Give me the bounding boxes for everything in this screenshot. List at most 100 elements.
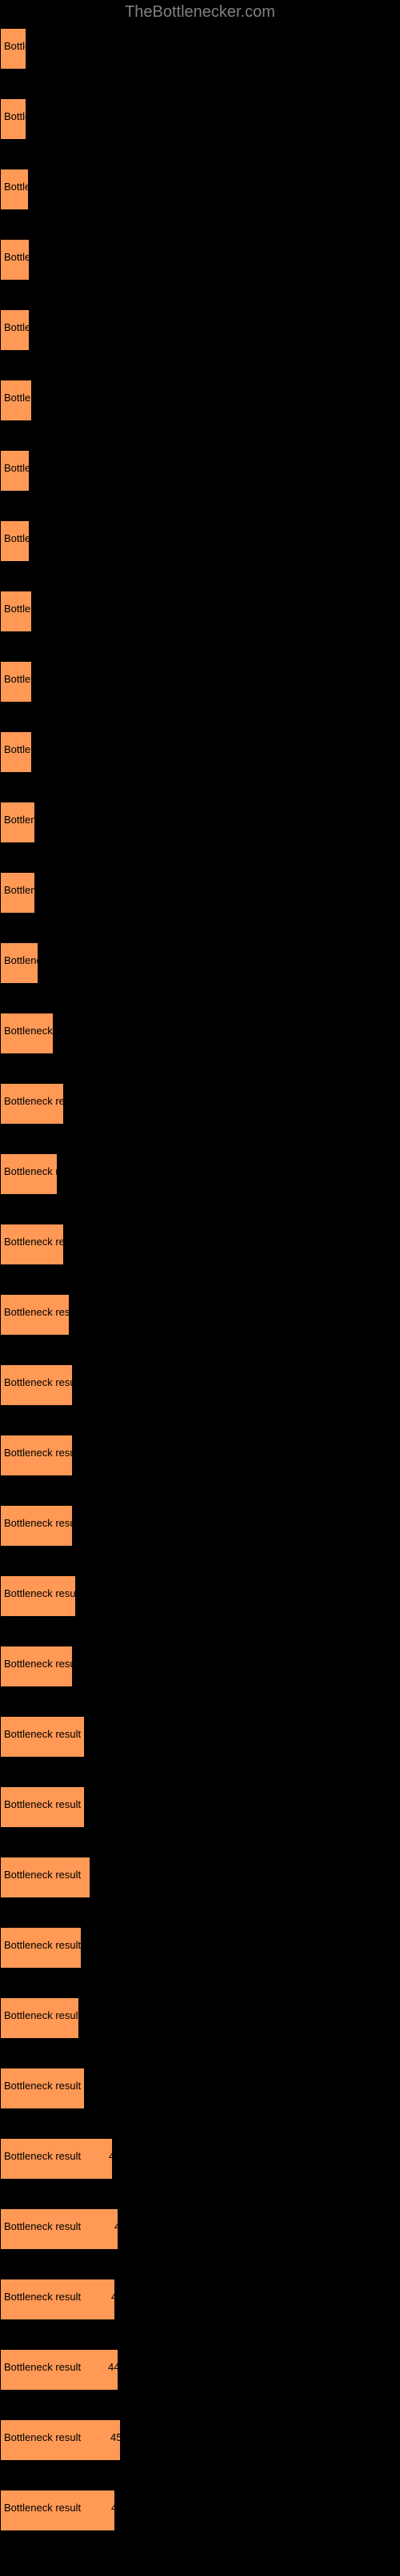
bar: Bottleneck result: [0, 1364, 73, 1406]
bar: Bottleneck result: [0, 2068, 85, 2109]
bar-label: Bottlene: [4, 392, 33, 404]
bar-label: Bottlenec: [4, 884, 36, 896]
bar: Bottleneck result4: [0, 2279, 115, 2320]
bar-row: Bottleneck result4: [0, 2138, 400, 2180]
bar-row: Bottleneck res: [0, 1013, 400, 1054]
page-title: TheBottlenecker.com: [125, 3, 275, 21]
bar-label: Bottle: [4, 110, 27, 122]
bar-value: 4: [111, 2502, 117, 2514]
bar-label: Bottlen: [4, 462, 30, 474]
bar-label: Bottleneck result: [4, 2502, 116, 2514]
bar-row: Bottlenec: [0, 872, 400, 914]
bar-value: 44: [108, 2361, 119, 2373]
bar-label: Bottlen: [4, 321, 30, 333]
bar: Bottleneck result: [0, 1435, 73, 1476]
bar-value: 4: [111, 2291, 117, 2303]
bar: Bottlene: [0, 661, 32, 703]
bar: Bottle: [0, 28, 26, 70]
bar-label: Bottleneck result: [4, 2431, 122, 2443]
bar-value: 45: [110, 2431, 122, 2443]
bar-label: Bottleneck resu: [4, 1165, 58, 1177]
bar-label: Bottleneck result: [4, 1728, 86, 1740]
bar-label: Bottleneck result: [4, 2361, 119, 2373]
bar-label: Bottleneck result: [4, 1376, 74, 1388]
bar-label: Bottleneck result: [4, 1798, 86, 1810]
bar-row: Bottleneck result: [0, 1435, 400, 1476]
bar: Bottleneck result: [0, 1505, 73, 1547]
bar: Bottleneck result: [0, 1294, 70, 1336]
bar-row: Bottlen: [0, 239, 400, 281]
bar-row: Bottleneck result: [0, 1997, 400, 2039]
bar-row: Bottleneck result4: [0, 2208, 400, 2250]
bar-label: Bottleneck result: [4, 1095, 65, 1107]
bar: Bottleneck result: [0, 1083, 64, 1125]
bar-label: Bottleneck result: [4, 2220, 119, 2232]
bar: Bottleneck result: [0, 1716, 85, 1758]
bar-label: Bottlen: [4, 532, 30, 544]
bar: Bottleneck result: [0, 1224, 64, 1265]
bar: Bottleneck resu: [0, 1153, 58, 1195]
bar-row: Bottlen: [0, 309, 400, 351]
bar-label: Bottleneck result: [4, 2291, 116, 2303]
bar-row: Bottleneck result44: [0, 2349, 400, 2391]
bar-row: Bottleneck result45: [0, 2419, 400, 2461]
bar: Bottleneck result: [0, 1857, 90, 1898]
bar: Bottleneck result: [0, 1997, 79, 2039]
bar: Bottlene: [0, 731, 32, 773]
bar: Bottlene: [0, 380, 32, 421]
bar: Bottleneck result4: [0, 2208, 118, 2250]
bar-row: Bottlene: [0, 591, 400, 632]
bar-label: Bottleneck result: [4, 1517, 74, 1529]
bar: Bottleneck res: [0, 1013, 54, 1054]
bar: Bottleneck result45: [0, 2419, 121, 2461]
bar: Bottlenec: [0, 802, 35, 843]
bar: Bottleneck: [0, 942, 38, 984]
bar-row: Bottleneck result: [0, 1364, 400, 1406]
bar-label: Bottleneck result: [4, 1236, 65, 1248]
bar-label: Bottleneck result: [4, 2080, 86, 2092]
bar: Bottlene: [0, 591, 32, 632]
bar-row: Bottlene: [0, 661, 400, 703]
bar: Bottleneck result44: [0, 2349, 118, 2391]
bar-row: Bottler: [0, 169, 400, 210]
bar-label: Bottleneck result: [4, 1306, 70, 1318]
bar-row: Bottleneck result: [0, 1224, 400, 1265]
bar-label: Bottleneck res: [4, 1025, 54, 1037]
bar: Bottlen: [0, 239, 30, 281]
bar: Bottler: [0, 169, 29, 210]
bar-row: Bottle: [0, 98, 400, 140]
bar-label: Bottleneck result: [4, 1658, 74, 1670]
bar: Bottleneck result: [0, 1575, 76, 1617]
bar-row: Bottleneck result: [0, 1294, 400, 1336]
bar-label: Bottlene: [4, 603, 33, 615]
bar-row: Bottleneck result: [0, 1083, 400, 1125]
bar-row: Bottleneck result: [0, 1786, 400, 1828]
bar: Bottlenec: [0, 872, 35, 914]
bar-row: Bottle: [0, 28, 400, 70]
bar-row: Bottleneck result4: [0, 2490, 400, 2531]
bar-label: Bottlene: [4, 673, 33, 685]
bar-label: Bottlene: [4, 743, 33, 755]
bar-label: Bottle: [4, 40, 27, 52]
bar-row: Bottleneck result: [0, 1505, 400, 1547]
bottleneck-chart: Bottle Bottle Bottler Bottlen Bottlen Bottlen…: [0, 28, 400, 2576]
bar: Bottleneck result: [0, 1927, 82, 1969]
bar-row: Bottleneck result: [0, 1646, 400, 1687]
bar-label: Bottleneck result: [4, 2150, 114, 2162]
bar: Bottleneck result4: [0, 2490, 115, 2531]
bar-row: Bottleneck result: [0, 1716, 400, 1758]
bar-label: Bottleneck result: [4, 1447, 74, 1459]
bar-row: Bottlen: [0, 450, 400, 492]
bar: Bottle: [0, 98, 26, 140]
bar-value: 4: [114, 2220, 120, 2232]
bar-row: Bottleneck result: [0, 1927, 400, 1969]
bar-row: Bottleneck result: [0, 1575, 400, 1617]
bar: Bottleneck result: [0, 1646, 73, 1687]
bar-label: Bottler: [4, 181, 30, 193]
bar-row: Bottlene: [0, 731, 400, 773]
bar-row: Bottleneck result: [0, 2068, 400, 2109]
header: TheBottlenecker.com: [0, 0, 400, 28]
bar: Bottlen: [0, 450, 30, 492]
bar-label: Bottleneck: [4, 954, 39, 966]
bar-label: Bottlen: [4, 251, 30, 263]
